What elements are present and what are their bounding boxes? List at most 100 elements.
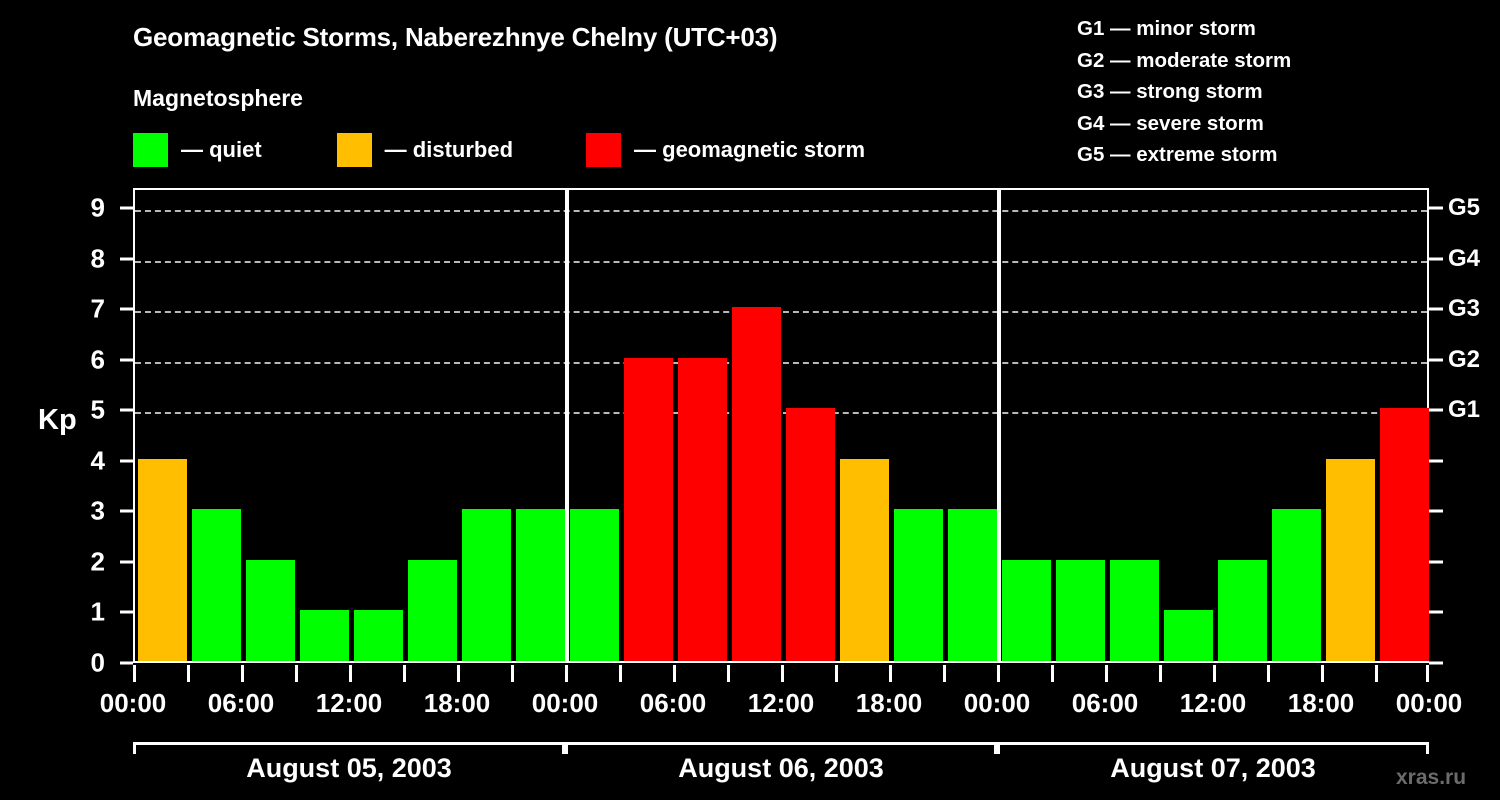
g-scale-row-g4: G4 — severe storm: [1077, 111, 1264, 135]
x-axis-tick-mark: [1267, 665, 1270, 682]
x-axis-tick-label: 18:00: [1287, 688, 1355, 718]
g-axis-tick-mark: [1429, 307, 1443, 311]
legend-swatch-quiet: [133, 133, 168, 167]
chart-title: Geomagnetic Storms, Naberezhnye Chelny (…: [133, 22, 778, 52]
day-separator-bars: [133, 742, 1429, 754]
day-band: [133, 742, 565, 754]
g-axis-label-g1: G1: [1448, 396, 1481, 424]
bar: [1055, 559, 1105, 661]
y-axis-tick-label: 3: [90, 495, 105, 526]
x-axis-tick-mark: [889, 665, 892, 682]
g-axis-tick-mark: [1429, 408, 1443, 412]
y-axis-tick-mark: [120, 408, 133, 412]
g-axis-tick-mark: [1429, 560, 1443, 564]
x-axis-tick-mark: [997, 665, 1000, 682]
y-axis-labels: 0 1 2 3 4 5 6 7 8 9: [75, 188, 105, 678]
day-separator-line: [997, 188, 1001, 663]
legend-label-storm: — geomagnetic storm: [634, 137, 866, 162]
x-axis-tick-mark: [1321, 665, 1324, 682]
x-axis-tick-mark: [1051, 665, 1054, 682]
legend-swatch-storm: [586, 133, 622, 167]
bar: [1379, 408, 1429, 661]
x-axis-tick-mark: [187, 665, 190, 682]
bar: [731, 307, 781, 661]
x-axis-tick-label: 06:00: [207, 688, 275, 718]
x-axis-tick-mark: [241, 665, 244, 682]
bar: [623, 357, 673, 661]
x-axis-tick-mark: [295, 665, 298, 682]
x-axis-tick-mark: [349, 665, 352, 682]
y-axis-tick-mark: [120, 459, 133, 463]
x-axis-tick-mark: [1105, 665, 1108, 682]
x-axis-tick-mark: [673, 665, 676, 682]
y-axis-tick-label: 1: [90, 596, 105, 627]
bar: [785, 408, 835, 661]
x-axis-tick-label: 06:00: [1071, 688, 1139, 718]
bar: [353, 610, 403, 661]
g-scale-row-g1: G1 — minor storm: [1077, 17, 1256, 40]
x-axis-tick-mark: [1375, 665, 1378, 682]
x-axis-tick-mark: [835, 665, 838, 682]
gridline-kp-9: [135, 210, 1427, 213]
legend-item-disturbed: — disturbed: [336, 133, 514, 167]
x-axis-tick-label: 18:00: [423, 688, 491, 718]
x-axis-ticks: [133, 665, 1429, 682]
day-label: August 06, 2003: [678, 753, 884, 783]
bar: [1001, 559, 1051, 661]
bar: [1325, 458, 1375, 661]
plot-area: [133, 188, 1429, 663]
g-axis-labels: G1 G2 G3 G4 G5: [1448, 188, 1500, 663]
x-axis-tick-mark: [133, 665, 136, 682]
x-axis-tick-label: 00:00: [99, 688, 167, 718]
legend-label-disturbed: — disturbed: [384, 137, 514, 162]
y-axis-title: Kp: [38, 404, 77, 436]
x-axis-tick-label: 06:00: [639, 688, 707, 718]
g-axis-tick-mark: [1429, 509, 1443, 513]
magnetosphere-heading: Magnetosphere: [133, 85, 303, 111]
bar: [245, 559, 295, 661]
gridline-kp-8: [135, 260, 1427, 263]
x-axis-tick-mark: [727, 665, 730, 682]
day-band: [565, 742, 997, 754]
y-axis-tick-label: 2: [90, 546, 105, 577]
g-axis-label-g4: G4: [1448, 244, 1481, 272]
g-axis-tick-mark: [1429, 459, 1443, 463]
x-axis-tick-mark: [511, 665, 514, 682]
magnetosphere-legend: — quiet — disturbed — geomagnetic storm: [133, 133, 865, 167]
bar: [137, 458, 187, 661]
bar: [299, 610, 349, 661]
y-axis-tick-mark: [120, 610, 133, 614]
g-axis-label-g5: G5: [1448, 194, 1481, 222]
bar: [407, 559, 457, 661]
y-axis-tick-mark: [120, 509, 133, 513]
y-axis-tick-label: 5: [90, 394, 105, 425]
x-axis-tick-label: 12:00: [315, 688, 383, 718]
x-axis-tick-label: 12:00: [1179, 688, 1247, 718]
y-axis-tick-label: 8: [90, 243, 105, 274]
bar: [1217, 559, 1267, 661]
bar: [461, 509, 511, 661]
x-axis-tick-mark: [1426, 665, 1429, 682]
y-axis-tick-mark: [120, 257, 133, 261]
gridline-kp-5: [135, 412, 1427, 415]
day-separator-line: [565, 188, 569, 663]
g-axis-label-g2: G2: [1448, 345, 1481, 373]
bar: [515, 509, 565, 661]
x-axis-tick-mark: [943, 665, 946, 682]
y-axis-tick-label: 9: [90, 192, 105, 223]
y-axis-tick-label: 0: [90, 647, 105, 678]
x-axis-tick-label: 00:00: [963, 688, 1031, 718]
bar: [1271, 509, 1321, 661]
g-axis-tick-mark: [1429, 358, 1443, 362]
x-axis-tick-mark: [1213, 665, 1216, 682]
g-axis-ticks: [1429, 188, 1443, 665]
gridline-kp-7: [135, 311, 1427, 314]
y-axis-tick-mark: [120, 560, 133, 564]
legend-label-quiet: — quiet: [181, 137, 262, 162]
plot-inner: [135, 188, 1429, 663]
day-label: August 07, 2003: [1110, 753, 1316, 783]
bar: [893, 509, 943, 661]
g-axis-tick-mark: [1429, 206, 1443, 210]
g-scale-legend: G1 — minor storm G2 — moderate storm G3 …: [1077, 13, 1291, 171]
